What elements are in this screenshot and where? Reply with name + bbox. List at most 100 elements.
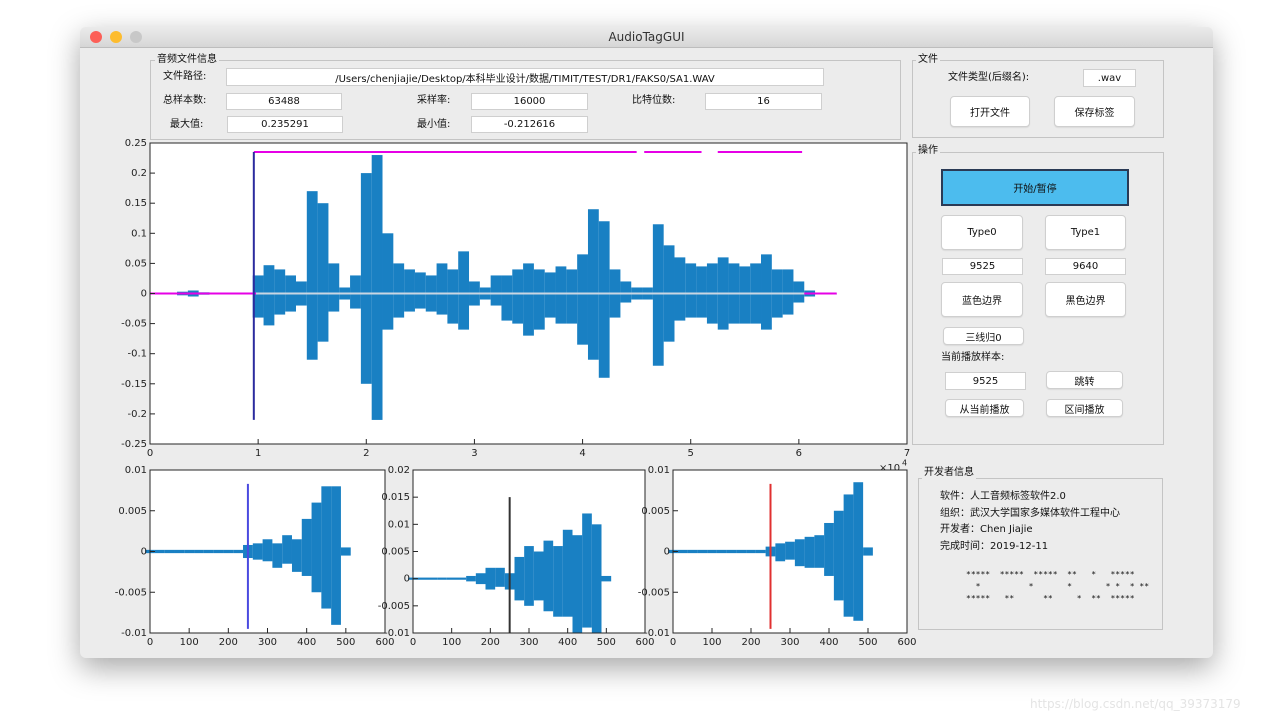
black-boundary-button[interactable]: 黑色边界 xyxy=(1045,282,1126,317)
y-tick-label: 0.02 xyxy=(388,465,410,476)
waveform-envelope xyxy=(814,535,825,568)
dev-info-line: 软件：人工音频标签软件2.0 xyxy=(940,491,1066,502)
x-tick-label: 500 xyxy=(597,637,616,648)
waveform-envelope xyxy=(687,549,698,554)
current-field: 9525 xyxy=(945,372,1026,390)
field-label: 采样率: xyxy=(417,95,451,106)
x-tick-label: 400 xyxy=(558,637,577,648)
type1-button[interactable]: Type1 xyxy=(1045,215,1126,250)
waveform-envelope xyxy=(524,546,534,606)
y-tick-label: 0 xyxy=(664,547,670,558)
waveform-envelope xyxy=(555,266,567,324)
waveform-envelope xyxy=(317,203,329,342)
waveform-envelope xyxy=(371,155,383,420)
y-tick-label: 0.005 xyxy=(381,547,410,558)
dev-info-line: 完成时间：2019-12-11 xyxy=(940,541,1049,552)
waveform-envelope xyxy=(456,577,467,580)
blue-boundary-button[interactable]: 蓝色边界 xyxy=(941,282,1023,317)
waveform-envelope xyxy=(446,577,457,580)
x-tick-label: 400 xyxy=(819,637,838,648)
ascii-art-line: * * * * * * ** xyxy=(966,582,1150,591)
waveform-envelope xyxy=(587,209,599,360)
y-tick-label: -0.01 xyxy=(384,628,410,639)
ascii-art-line: ***** ** ** * ** ***** xyxy=(966,594,1135,603)
bits-field: 16 xyxy=(705,93,822,110)
save-button[interactable]: 保存标签 xyxy=(1054,96,1135,127)
panel-legend: 文件 xyxy=(916,54,940,66)
waveform-envelope xyxy=(282,535,292,564)
close-button[interactable] xyxy=(90,31,102,43)
zoom-button[interactable] xyxy=(130,31,142,43)
x-tick-label: 100 xyxy=(442,637,461,648)
waveform-envelope xyxy=(274,269,286,315)
y-tick-label: 0.1 xyxy=(131,228,147,239)
waveform-envelope xyxy=(566,269,578,324)
x-tick-label: 7 xyxy=(904,448,910,459)
field-label: 最小值: xyxy=(417,119,451,130)
type0-button[interactable]: Type0 xyxy=(941,215,1023,250)
rate-field: 16000 xyxy=(471,93,588,110)
x-tick-label: 600 xyxy=(375,637,394,648)
y-tick-label: 0 xyxy=(404,574,410,585)
waveform-envelope xyxy=(154,549,165,554)
waveform-envelope xyxy=(311,502,322,593)
waveform-envelope xyxy=(301,518,312,576)
y-tick-label: -0.1 xyxy=(127,349,147,360)
waveform-envelope xyxy=(677,549,688,554)
waveform-envelope xyxy=(716,549,727,554)
waveform-envelope xyxy=(843,494,854,617)
waveform-envelope xyxy=(785,541,795,560)
waveform-envelope xyxy=(164,549,175,554)
range-play-button[interactable]: 区间播放 xyxy=(1046,399,1123,417)
waveform-envelope xyxy=(194,549,204,554)
x-tick-label: 1 xyxy=(255,448,261,459)
x-tick-label: 0 xyxy=(410,637,416,648)
x-tick-label: 200 xyxy=(741,637,760,648)
waveform-envelope xyxy=(804,536,815,568)
waveform-envelope xyxy=(233,549,244,554)
field-label: 最大值: xyxy=(170,119,204,130)
waveform-envelope xyxy=(404,269,415,312)
x-scale-exponent: 4 xyxy=(902,459,907,468)
waveform-envelope xyxy=(328,263,340,312)
waveform-envelope xyxy=(598,221,610,378)
waveform-envelope xyxy=(793,281,805,303)
ops-panel xyxy=(912,152,1164,445)
y-tick-label: 0 xyxy=(141,289,147,300)
waveform-envelope xyxy=(262,539,273,562)
y-tick-label: -0.005 xyxy=(378,601,410,612)
play-from-current-button[interactable]: 从当前播放 xyxy=(945,399,1024,417)
reset-button[interactable]: 三线归0 xyxy=(943,327,1024,345)
waveform-envelope xyxy=(775,543,786,562)
y-tick-label: 0.005 xyxy=(118,506,147,517)
waveform-envelope xyxy=(533,551,544,601)
waveform-envelope xyxy=(184,549,195,554)
play-button[interactable]: 开始/暂停 xyxy=(941,169,1129,206)
x-tick-label: 300 xyxy=(519,637,538,648)
x-scale-label: ×10 xyxy=(879,463,900,474)
minimize-button[interactable] xyxy=(110,31,122,43)
field-label: 总样本数: xyxy=(163,95,207,106)
x-tick-label: 500 xyxy=(336,637,355,648)
waveform-envelope xyxy=(523,263,534,336)
y-tick-label: 0.015 xyxy=(381,492,410,503)
jump-button[interactable]: 跳转 xyxy=(1046,371,1123,389)
field-label: 当前播放样本: xyxy=(941,352,1005,363)
dev-info-line: 组织：武汉大学国家多媒体软件工程中心 xyxy=(940,508,1120,519)
open-button[interactable]: 打开文件 xyxy=(950,96,1030,127)
x-tick-label: 600 xyxy=(635,637,654,648)
waveform-envelope xyxy=(782,269,794,315)
x-tick-label: 600 xyxy=(897,637,916,648)
x-tick-label: 300 xyxy=(258,637,277,648)
waveform-envelope xyxy=(697,549,708,554)
waveform-envelope xyxy=(252,275,264,318)
waveform-envelope xyxy=(174,549,185,554)
y-tick-label: -0.25 xyxy=(121,439,147,450)
title-bar: AudioTagGUI xyxy=(80,27,1213,48)
waveform-envelope xyxy=(321,486,332,609)
x-tick-label: 500 xyxy=(858,637,877,648)
y-tick-label: 0.05 xyxy=(125,258,147,269)
waveform-envelope xyxy=(213,549,224,554)
